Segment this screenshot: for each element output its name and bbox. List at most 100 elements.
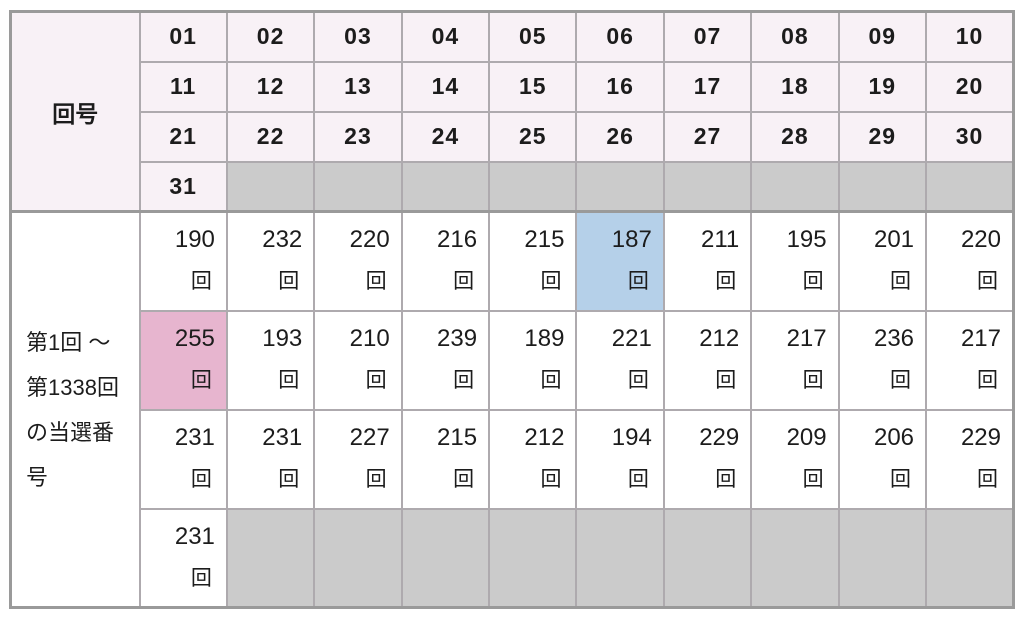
frequency-cell: 212 回: [488, 408, 578, 510]
frequency-cell: 217 回: [750, 309, 840, 411]
frequency-value: 211: [700, 226, 740, 254]
frequency-value: 236: [873, 325, 915, 352]
frequency-value: 215: [524, 226, 565, 254]
number-header-cell: 06: [575, 10, 665, 63]
unit-label: 回: [278, 369, 300, 392]
frequency-cell: 193 回: [225, 309, 316, 411]
frequency-value: 220: [349, 226, 390, 254]
number-header-cell: 21: [138, 110, 228, 163]
frequency-cell: 189 回: [488, 309, 578, 411]
frequency-value: 227: [349, 424, 390, 451]
unit-label: 回: [278, 468, 300, 491]
frequency-value: 212: [699, 325, 740, 352]
frequency-cell: 210 回: [313, 309, 403, 411]
unit-label: 回: [977, 369, 998, 392]
filler-cell: [662, 160, 753, 213]
frequency-value: 215: [437, 424, 478, 451]
filler-cell: [488, 160, 578, 213]
filler-cell: [400, 160, 491, 213]
frequency-cell: 231 回: [138, 408, 228, 510]
number-header-cell: 08: [750, 10, 840, 63]
unit-label: 回: [977, 468, 998, 491]
frequency-value: 231: [174, 424, 215, 451]
unit-label: 回: [365, 369, 387, 392]
frequency-value: 189: [524, 325, 565, 352]
header-row: 31: [11, 160, 1015, 213]
number-header-cell: 12: [225, 60, 316, 113]
unit-label: 回: [890, 468, 912, 491]
number-header-cell: 10: [925, 10, 1015, 63]
unit-label: 回: [627, 369, 649, 392]
number-header-cell: 02: [225, 10, 316, 63]
number-header-cell: 07: [662, 10, 753, 63]
frequency-value: 217: [960, 325, 1001, 352]
period-label-cell: 第1回 ～ 第1338回 の当選番 号: [9, 210, 141, 609]
number-header-cell: 16: [575, 60, 665, 113]
number-header-cell: 01: [138, 10, 228, 63]
header-row: 回号 01 02 03 04 05 06 07 08 09 10: [9, 10, 1015, 213]
unit-label: 回: [190, 468, 212, 491]
frequency-cell: 206 回: [837, 408, 928, 510]
number-header-cell: 13: [313, 60, 403, 113]
frequency-cell: 221 回: [575, 309, 665, 411]
filler-cell: [837, 160, 928, 213]
number-header-cell: 27: [662, 110, 753, 163]
frequency-cell: 231 回: [138, 507, 228, 609]
unit-label: 回: [540, 369, 562, 392]
unit-label: 回: [802, 270, 824, 294]
frequency-value: 216: [437, 226, 478, 254]
frequency-cell: 194 回: [575, 408, 665, 510]
number-header-cell: 28: [750, 110, 840, 163]
unit-label: 回: [190, 369, 212, 392]
frequency-value: 212: [524, 424, 565, 451]
number-header-cell: 22: [225, 110, 316, 163]
frequency-value: 231: [174, 522, 215, 550]
unit-label: 回: [453, 270, 475, 294]
frequency-cell: 231 回: [225, 408, 316, 510]
unit-label: 回: [365, 270, 387, 294]
frequency-cell: 236 回: [837, 309, 928, 411]
number-frequency-table: 回号 01 02 03 04 05 06 07 08 09 10 11 12 13 14 15 16 17 18 19…: [9, 10, 1015, 609]
unit-label: 回: [890, 369, 912, 392]
frequency-cell: 215 回: [488, 210, 578, 312]
frequency-value: 206: [873, 424, 915, 451]
number-header-cell: 05: [488, 10, 578, 63]
header-row: 21 22 23 24 25 26 27 28 29 30: [11, 110, 1015, 163]
unit-label: 回: [540, 270, 562, 294]
filler-cell: [225, 507, 316, 609]
filler-cell: [925, 160, 1015, 213]
unit-label: 回: [802, 468, 824, 491]
filler-cell: [750, 507, 840, 609]
period-label: 第1回 ～ 第1338回 の当選番 号: [26, 329, 119, 490]
frequency-row: 第1回 ～ 第1338回 の当選番 号 190 回 232 回 220 回 216 回 215 回 1…: [9, 210, 1015, 609]
frequency-value: 217: [786, 325, 827, 352]
unit-label: 回: [627, 468, 649, 491]
frequency-value: 195: [786, 226, 827, 254]
unit-label: 回: [190, 270, 212, 294]
frequency-cell: 227 回: [313, 408, 403, 510]
filler-cell: [575, 160, 665, 213]
unit-label: 回: [715, 468, 737, 491]
filler-cell: [750, 160, 840, 213]
frequency-cell: 220 回: [925, 210, 1015, 312]
number-header-cell: 09: [837, 10, 928, 63]
number-header-cell: 30: [925, 110, 1015, 163]
frequency-cell: 216 回: [400, 210, 491, 312]
unit-label: 回: [802, 369, 824, 392]
frequency-value: 210: [349, 325, 390, 352]
frequency-cell: 217 回: [925, 309, 1015, 411]
frequency-value: 193: [262, 325, 303, 352]
number-header-cell: 03: [313, 10, 403, 63]
number-header-cell: 19: [837, 60, 928, 113]
frequency-value: 229: [699, 424, 740, 451]
frequency-cell: 195 回: [750, 210, 840, 312]
number-header-cell: 20: [925, 60, 1015, 113]
number-header-cell: 11: [138, 60, 228, 113]
frequency-value: 231: [262, 424, 303, 451]
filler-cell: [575, 507, 665, 609]
frequency-value: 232: [262, 226, 303, 254]
unit-label: 回: [627, 270, 649, 294]
number-header-cell: 26: [575, 110, 665, 163]
frequency-row: 255 回 193 回 210 回 239 回 189 回 221 回 212 回 217 回 236 回 217 回: [11, 309, 1015, 411]
